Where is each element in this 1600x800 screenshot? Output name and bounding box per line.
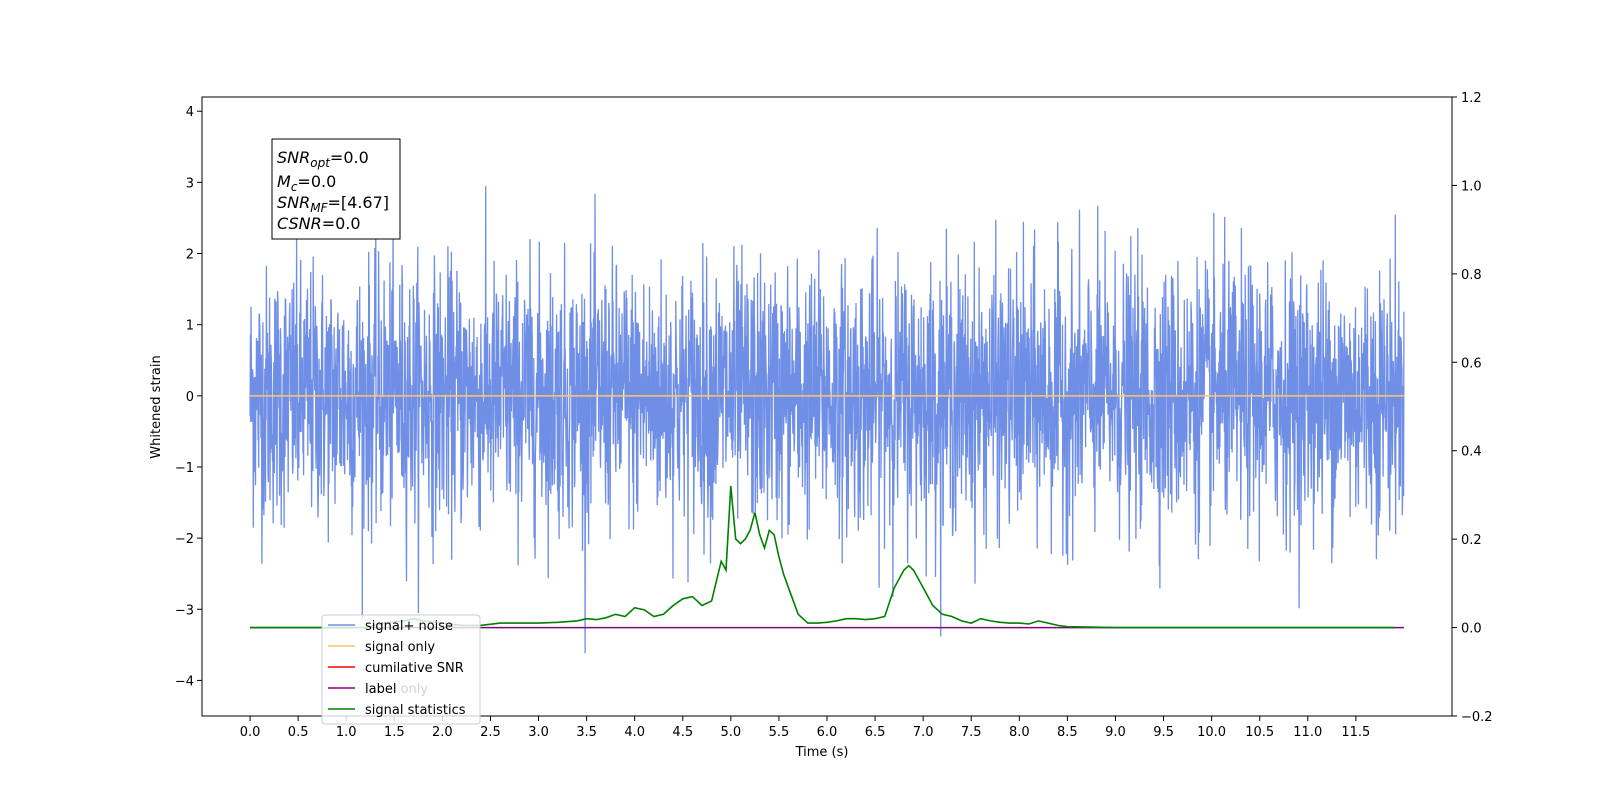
x-tick-label: 0.0 bbox=[240, 725, 261, 740]
x-tick-label: 1.5 bbox=[384, 725, 405, 740]
x-tick-label: 5.5 bbox=[769, 725, 790, 740]
y2-tick-label: 0.8 bbox=[1461, 268, 1482, 283]
y-axis: −4 −3 −2 −1 0 1 2 3 4 bbox=[175, 105, 202, 689]
legend-label-signal-statistics: signal statistics bbox=[365, 703, 466, 718]
csnr-annotation: CSNR=0.0 bbox=[277, 214, 361, 233]
metrics-annotation-box: SNRopt=0.0 Mc=0.0 SNRMF=[4.67] CSNR=0.0 bbox=[271, 138, 401, 240]
y2-tick-label: 0.4 bbox=[1461, 445, 1482, 460]
x-tick-label: 3.5 bbox=[576, 725, 597, 740]
snr-mf-annotation: SNRMF=[4.67] bbox=[277, 193, 389, 215]
y-axis-label: Whitened strain bbox=[149, 355, 164, 458]
plot-area bbox=[249, 186, 1405, 654]
x-tick-label: 9.5 bbox=[1153, 725, 1174, 740]
x-tick-label: 11.5 bbox=[1341, 725, 1370, 740]
y-tick-label: 2 bbox=[186, 248, 194, 263]
legend-label-signal-noise: signal+ noise bbox=[365, 619, 453, 634]
y-tick-label: −2 bbox=[175, 532, 194, 547]
x-tick-label: 7.5 bbox=[961, 725, 982, 740]
x-tick-label: 8.5 bbox=[1057, 725, 1078, 740]
x-tick-label: 9.0 bbox=[1105, 725, 1126, 740]
legend: signal+ noise signal only cumilative SNR… bbox=[321, 614, 481, 725]
x-tick-label: 2.5 bbox=[480, 725, 501, 740]
y-tick-label: 4 bbox=[186, 105, 194, 120]
y-tick-label: −3 bbox=[175, 603, 194, 618]
y-tick-label: −1 bbox=[175, 461, 194, 476]
x-tick-label: 11.0 bbox=[1293, 725, 1322, 740]
y2-tick-label: 1.2 bbox=[1461, 91, 1482, 106]
x-tick-label: 6.5 bbox=[865, 725, 886, 740]
x-tick-label: 5.0 bbox=[721, 725, 742, 740]
legend-label-cumulative-snr: cumilative SNR bbox=[365, 661, 464, 676]
y2-tick-label: −0.2 bbox=[1461, 710, 1493, 725]
x-tick-label: 0.5 bbox=[288, 725, 309, 740]
mc-annotation: Mc=0.0 bbox=[277, 172, 336, 194]
y2-tick-label: 0.2 bbox=[1461, 533, 1482, 548]
y2-axis-right: −0.2 0.0 0.2 0.4 0.6 0.8 1.0 1.2 bbox=[1452, 91, 1493, 725]
x-tick-label: 6.0 bbox=[817, 725, 838, 740]
x-tick-label: 4.0 bbox=[624, 725, 645, 740]
legend-label-label: label bbox=[365, 682, 396, 697]
x-tick-label: 7.0 bbox=[913, 725, 934, 740]
y-tick-label: 1 bbox=[186, 319, 194, 334]
y2-tick-label: 0.0 bbox=[1461, 622, 1482, 637]
x-tick-label: 4.5 bbox=[672, 725, 693, 740]
legend-label-signal-only: signal only bbox=[365, 640, 435, 655]
x-tick-label: 8.0 bbox=[1009, 725, 1030, 740]
series-signal-statistics bbox=[250, 486, 1395, 629]
y-tick-label: 0 bbox=[186, 390, 194, 405]
snr-opt-annotation: SNRopt=0.0 bbox=[277, 148, 369, 170]
y-tick-label: −4 bbox=[175, 674, 194, 689]
x-axis: 0.0 0.5 1.0 1.5 2.0 2.5 3.0 3.5 4.0 4.5 5.0 5.5 6.0 6… bbox=[240, 716, 1370, 740]
x-tick-label: 1.0 bbox=[336, 725, 357, 740]
x-axis-label: Time (s) bbox=[795, 745, 849, 760]
x-tick-label: 3.0 bbox=[528, 725, 549, 740]
x-tick-label: 10.0 bbox=[1197, 725, 1226, 740]
x-tick-label: 2.0 bbox=[432, 725, 453, 740]
y2-tick-label: 1.0 bbox=[1461, 179, 1482, 194]
series-signal-noise bbox=[249, 186, 1405, 654]
y-tick-label: 3 bbox=[186, 176, 194, 191]
y2-tick-label: 0.6 bbox=[1461, 356, 1482, 371]
x-tick-label: 10.5 bbox=[1245, 725, 1274, 740]
legend-label-label-only: label only bbox=[365, 682, 428, 697]
